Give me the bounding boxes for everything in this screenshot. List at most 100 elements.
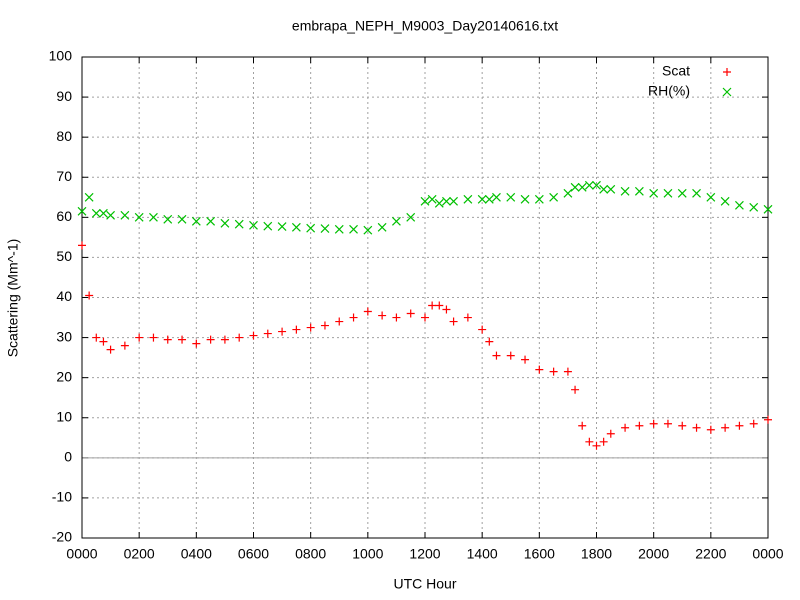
- data-point: [592, 180, 601, 190]
- y-tick-label: 70: [56, 168, 72, 184]
- y-tick-label: 100: [49, 48, 73, 64]
- data-point: [77, 206, 87, 216]
- y-axis-label: Scattering (Mm^-1): [5, 239, 21, 358]
- data-point: [177, 214, 187, 224]
- data-point: [520, 194, 530, 204]
- data-point: [706, 192, 716, 202]
- data-point: [163, 214, 173, 224]
- y-tick-label: 50: [56, 248, 72, 264]
- data-point: [406, 309, 415, 318]
- data-point: [427, 194, 437, 204]
- y-tick-label: 10: [56, 408, 72, 424]
- data-point: [291, 222, 301, 232]
- data-point: [263, 329, 272, 338]
- data-point: [391, 216, 401, 226]
- x-tick-label: 1800: [581, 546, 612, 562]
- data-point: [428, 301, 437, 310]
- y-tick-label: 30: [56, 328, 72, 344]
- data-point: [392, 313, 401, 322]
- data-point: [335, 317, 344, 326]
- legend-label: RH(%): [648, 83, 690, 99]
- y-tick-label: 80: [56, 128, 72, 144]
- data-point: [521, 355, 530, 364]
- data-point: [278, 327, 287, 336]
- data-point: [764, 415, 772, 424]
- data-point: [477, 194, 487, 204]
- data-point: [120, 341, 129, 350]
- x-axis-label: UTC Hour: [393, 576, 456, 592]
- data-point: [84, 192, 94, 202]
- data-point: [99, 208, 108, 218]
- data-point: [599, 437, 608, 446]
- data-point: [91, 208, 101, 218]
- x-tick-label: 1000: [352, 546, 383, 562]
- data-point: [692, 188, 701, 198]
- data-point: [134, 212, 144, 222]
- data-point: [377, 222, 387, 232]
- data-point: [678, 421, 687, 430]
- data-point: [492, 351, 501, 360]
- data-point: [406, 212, 416, 222]
- x-tick-label: 1200: [409, 546, 440, 562]
- data-point: [506, 351, 515, 360]
- x-tick-label: 0600: [238, 546, 269, 562]
- data-point: [571, 385, 580, 394]
- data-point: [706, 425, 715, 434]
- data-point: [749, 202, 759, 212]
- data-point: [549, 192, 559, 202]
- data-point: [442, 305, 451, 314]
- data-point: [78, 241, 86, 250]
- data-point: [106, 345, 115, 354]
- data-point: [620, 186, 630, 196]
- data-point: [163, 335, 172, 344]
- legend-marker: [722, 87, 732, 97]
- y-tick-label: 0: [64, 449, 72, 465]
- data-point: [663, 419, 672, 428]
- data-point: [149, 333, 158, 342]
- x-tick-label: 0200: [124, 546, 155, 562]
- data-point: [463, 313, 472, 322]
- x-tick-label: 1400: [467, 546, 498, 562]
- data-point: [420, 196, 430, 206]
- data-point: [206, 216, 216, 226]
- data-point: [349, 224, 358, 234]
- data-point: [192, 339, 201, 348]
- data-point: [606, 429, 615, 438]
- data-point: [635, 421, 644, 430]
- y-tick-label: 40: [56, 288, 72, 304]
- x-tick-label: 0000: [752, 546, 783, 562]
- data-point: [449, 317, 458, 326]
- data-point: [749, 419, 758, 428]
- data-point: [563, 188, 573, 198]
- data-point: [120, 210, 130, 220]
- data-point: [263, 221, 273, 231]
- legend-label: Scat: [662, 63, 690, 79]
- data-point: [649, 188, 659, 198]
- data-point: [85, 291, 94, 300]
- y-tick-label: 20: [56, 368, 72, 384]
- x-tick-label: 2000: [638, 546, 669, 562]
- data-point: [578, 421, 587, 430]
- data-point: [735, 421, 744, 430]
- data-point: [534, 194, 544, 204]
- data-point: [734, 200, 744, 210]
- data-point: [220, 335, 229, 344]
- data-point: [634, 186, 644, 196]
- data-point: [306, 223, 316, 233]
- data-point: [606, 184, 616, 194]
- data-point: [378, 311, 387, 320]
- data-point: [421, 313, 429, 322]
- data-point: [178, 335, 187, 344]
- data-point: [478, 325, 487, 334]
- y-tick-label: 60: [56, 208, 72, 224]
- data-point: [577, 182, 587, 192]
- data-point: [584, 180, 594, 190]
- data-point: [506, 192, 516, 202]
- data-point: [463, 194, 473, 204]
- data-point: [563, 367, 572, 376]
- data-point: [570, 182, 580, 192]
- x-tick-label: 1600: [524, 546, 555, 562]
- data-point: [763, 204, 773, 214]
- x-tick-label: 0400: [181, 546, 212, 562]
